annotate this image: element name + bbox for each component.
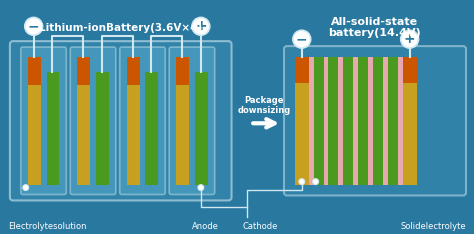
Circle shape bbox=[401, 30, 419, 48]
Text: +: + bbox=[404, 32, 415, 46]
Bar bbox=[96, 72, 109, 185]
Circle shape bbox=[299, 179, 305, 185]
Circle shape bbox=[25, 17, 43, 35]
Bar bbox=[403, 57, 417, 83]
Circle shape bbox=[23, 185, 29, 190]
Text: All-solid-state
battery(14.4V): All-solid-state battery(14.4V) bbox=[328, 17, 421, 38]
FancyBboxPatch shape bbox=[120, 47, 165, 194]
Text: Cathode: Cathode bbox=[243, 222, 278, 231]
Bar bbox=[383, 57, 388, 185]
Circle shape bbox=[192, 17, 210, 35]
Bar bbox=[46, 72, 59, 185]
Bar bbox=[403, 83, 417, 185]
Bar bbox=[328, 57, 338, 185]
Circle shape bbox=[313, 179, 319, 185]
Bar bbox=[176, 85, 189, 185]
Bar bbox=[195, 72, 208, 185]
Circle shape bbox=[198, 185, 204, 190]
Circle shape bbox=[293, 30, 310, 48]
Bar bbox=[343, 57, 353, 185]
Bar bbox=[373, 57, 383, 185]
Text: Electrolytesolution: Electrolytesolution bbox=[8, 222, 87, 231]
Bar bbox=[398, 57, 403, 185]
Bar bbox=[358, 57, 368, 185]
Bar bbox=[338, 57, 343, 185]
FancyBboxPatch shape bbox=[10, 41, 231, 201]
Text: −: − bbox=[28, 19, 39, 33]
Text: Lithium-ionBattery(3.6V×4): Lithium-ionBattery(3.6V×4) bbox=[39, 23, 202, 33]
Bar bbox=[314, 57, 324, 185]
Bar bbox=[324, 57, 328, 185]
Text: +: + bbox=[195, 19, 207, 33]
Bar bbox=[309, 57, 314, 185]
Bar bbox=[295, 57, 309, 83]
FancyBboxPatch shape bbox=[169, 47, 215, 194]
Bar bbox=[146, 72, 158, 185]
Text: −: − bbox=[296, 32, 308, 46]
Bar bbox=[127, 85, 139, 185]
Bar bbox=[127, 57, 139, 85]
Bar bbox=[295, 83, 309, 185]
Bar bbox=[27, 57, 41, 85]
Bar bbox=[27, 85, 41, 185]
Text: Solidelectrolyte: Solidelectrolyte bbox=[401, 222, 466, 231]
FancyBboxPatch shape bbox=[70, 47, 116, 194]
Text: Anode: Anode bbox=[192, 222, 219, 231]
FancyBboxPatch shape bbox=[284, 46, 466, 195]
Bar bbox=[176, 57, 189, 85]
Bar bbox=[77, 85, 90, 185]
Bar bbox=[368, 57, 373, 185]
Bar bbox=[77, 57, 90, 85]
FancyBboxPatch shape bbox=[21, 47, 66, 194]
Bar bbox=[353, 57, 358, 185]
Bar bbox=[388, 57, 398, 185]
Text: Package
downsizing: Package downsizing bbox=[237, 96, 291, 115]
